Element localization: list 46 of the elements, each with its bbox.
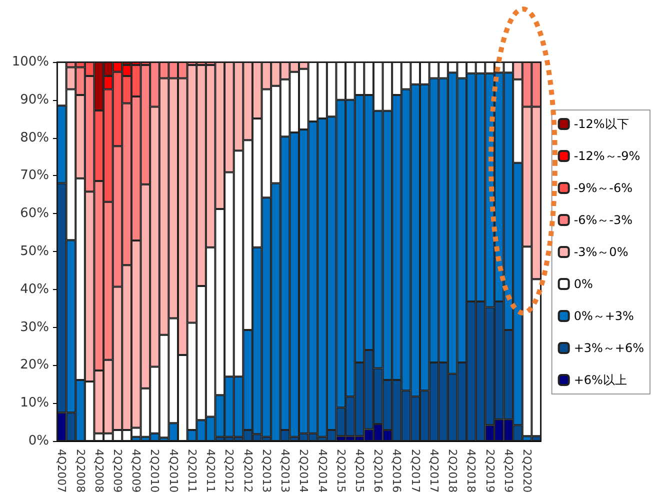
legend-label: -12%以下: [574, 117, 629, 131]
x-tick-label: 4Q2010: [166, 449, 180, 493]
y-tick-label: 50%: [20, 244, 49, 259]
y-tick-label: 80%: [20, 130, 49, 146]
x-tick-label: 4Q2011: [204, 449, 218, 493]
legend-label: +6%以上: [574, 373, 627, 387]
x-tick-label: 4Q2012: [241, 449, 254, 493]
y-tick-label: 90%: [20, 92, 49, 108]
legend-label: -6%～-3%: [574, 213, 633, 227]
y-tick-label: 60%: [20, 206, 49, 222]
x-tick-label: 2Q2019: [483, 449, 496, 493]
x-tick-label: 4Q2015: [353, 449, 366, 493]
x-tick-label: 2Q2018: [446, 449, 460, 493]
x-tick-label: 4Q2007: [55, 449, 68, 493]
legend-label: 0%～+3%: [574, 309, 634, 323]
y-tick-label: 0%: [28, 434, 49, 448]
x-tick-label: 2Q2016: [372, 449, 385, 493]
x-tick-label: 4Q2019: [502, 449, 515, 493]
x-tick-label: 4Q2018: [464, 449, 478, 493]
legend-label: +3%～+6%: [574, 341, 644, 355]
y-tick-label: 10%: [20, 396, 49, 411]
y-tick-label: 70%: [20, 168, 49, 184]
x-tick-label: 4Q2016: [390, 449, 404, 493]
x-tick-label: 2Q2010: [148, 449, 162, 493]
x-tick-label: 2Q2013: [260, 449, 273, 493]
x-tick-label: 2Q2011: [185, 449, 198, 493]
x-tick-label: 2Q2017: [408, 449, 422, 493]
x-tick-label: 2Q2015: [334, 449, 348, 493]
y-tick-label: 100%: [12, 54, 49, 70]
x-tick-label: 2Q2009: [111, 449, 124, 493]
legend-label: -9%～-6%: [574, 181, 633, 195]
y-tick-label: 20%: [20, 358, 49, 373]
x-tick-label: 4Q2008: [92, 449, 106, 493]
x-tick-label: 4Q2017: [427, 449, 440, 493]
legend-label: 0%: [574, 277, 593, 291]
legend-label: -3%～0%: [574, 245, 628, 259]
legend-label: -12%～-9%: [574, 149, 640, 163]
x-tick-label: 4Q2014: [316, 449, 329, 493]
x-tick-label: 2Q2014: [297, 449, 310, 493]
y-tick-label: 30%: [20, 320, 49, 335]
y-tick-label: 40%: [20, 282, 49, 297]
x-tick-label: 2Q2020: [520, 449, 534, 493]
x-tick-label: 2Q2012: [222, 449, 236, 493]
x-tick-label: 2Q2008: [74, 449, 87, 493]
x-tick-label: 4Q2009: [130, 449, 143, 493]
x-tick-label: 4Q2013: [278, 449, 292, 493]
